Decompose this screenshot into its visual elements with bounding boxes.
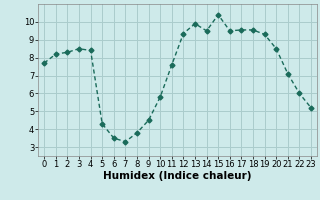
X-axis label: Humidex (Indice chaleur): Humidex (Indice chaleur) [103,171,252,181]
